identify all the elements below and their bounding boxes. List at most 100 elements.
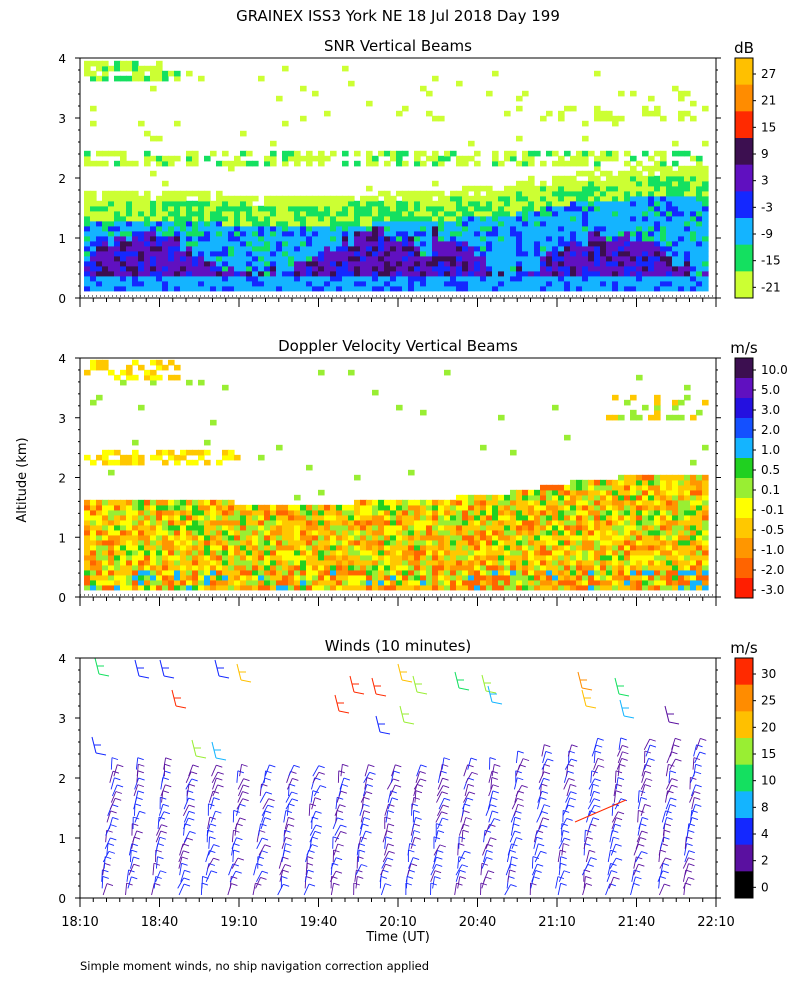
- doppler-cell: [384, 524, 391, 531]
- doppler-cell: [486, 519, 493, 526]
- snr-cell: [516, 190, 523, 197]
- snr-cell: [162, 200, 169, 207]
- wind-barb: [128, 843, 133, 856]
- snr-cell: [660, 215, 667, 222]
- doppler-cell: [690, 494, 697, 501]
- doppler-cell: [120, 579, 127, 586]
- snr-cell: [288, 195, 295, 202]
- doppler-cell: [114, 564, 121, 571]
- doppler-cell: [348, 564, 355, 571]
- doppler-cell: [642, 584, 649, 591]
- snr-cell: [498, 280, 505, 287]
- doppler-cell: [144, 564, 151, 571]
- snr-cell: [498, 200, 505, 207]
- snr-cell: [444, 260, 451, 267]
- doppler-cell: [660, 529, 667, 536]
- snr-cell: [510, 280, 517, 287]
- doppler-cell: [150, 584, 157, 591]
- snr-cell: [198, 75, 205, 82]
- colorbar-label: 0.5: [761, 463, 780, 477]
- doppler-cell: [132, 359, 139, 366]
- doppler-cell: [312, 534, 319, 541]
- snr-cell: [600, 200, 607, 207]
- colorbar-swatch: [735, 438, 753, 459]
- snr-cell: [186, 230, 193, 237]
- snr-cell: [570, 220, 577, 227]
- doppler-cell: [252, 564, 259, 571]
- doppler-cell: [540, 564, 547, 571]
- snr-cell: [492, 160, 499, 167]
- snr-cell: [480, 265, 487, 272]
- snr-cell: [168, 235, 175, 242]
- snr-cell: [438, 265, 445, 272]
- snr-cell: [180, 270, 187, 277]
- doppler-cell: [330, 569, 337, 576]
- snr-cell: [156, 75, 163, 82]
- doppler-cell: [498, 414, 505, 421]
- doppler-cell: [138, 559, 145, 566]
- doppler-cell: [138, 534, 145, 541]
- snr-cell: [666, 225, 673, 232]
- doppler-cell: [192, 449, 199, 456]
- snr-cell: [354, 230, 361, 237]
- snr-cell: [612, 255, 619, 262]
- doppler-cell: [216, 549, 223, 556]
- doppler-cell: [204, 549, 211, 556]
- snr-cell: [384, 210, 391, 217]
- doppler-cell: [360, 524, 367, 531]
- doppler-cell: [312, 549, 319, 556]
- snr-cell: [198, 270, 205, 277]
- snr-cell: [150, 285, 157, 292]
- snr-cell: [690, 165, 697, 172]
- snr-cell: [168, 275, 175, 282]
- doppler-cell: [408, 514, 415, 521]
- snr-cell: [402, 200, 409, 207]
- snr-cell: [504, 150, 511, 157]
- doppler-cell: [228, 559, 235, 566]
- snr-cell: [108, 255, 115, 262]
- snr-cell: [426, 210, 433, 217]
- snr-cell: [156, 260, 163, 267]
- doppler-cell: [540, 574, 547, 581]
- doppler-cell: [390, 549, 397, 556]
- doppler-cell: [624, 509, 631, 516]
- snr-cell: [552, 195, 559, 202]
- doppler-cell: [402, 539, 409, 546]
- snr-cell: [312, 210, 319, 217]
- snr-cell: [618, 190, 625, 197]
- snr-cell: [636, 160, 643, 167]
- doppler-cell: [372, 564, 379, 571]
- doppler-cell: [480, 534, 487, 541]
- snr-cell: [150, 270, 157, 277]
- snr-cell: [126, 195, 133, 202]
- snr-cell: [192, 210, 199, 217]
- snr-cell: [450, 215, 457, 222]
- doppler-cell: [624, 514, 631, 521]
- doppler-cell: [204, 449, 211, 456]
- doppler-cell: [504, 519, 511, 526]
- snr-cell: [666, 245, 673, 252]
- doppler-cell: [198, 514, 205, 521]
- snr-cell: [594, 180, 601, 187]
- snr-cell: [210, 225, 217, 232]
- snr-cell: [474, 215, 481, 222]
- doppler-cell: [678, 584, 685, 591]
- snr-cell: [666, 165, 673, 172]
- snr-cell: [186, 210, 193, 217]
- doppler-cell: [492, 494, 499, 501]
- doppler-cell: [642, 539, 649, 546]
- wind-barb-feather: [139, 810, 146, 814]
- snr-cell: [504, 190, 511, 197]
- snr-cell: [90, 230, 97, 237]
- doppler-cell: [252, 579, 259, 586]
- snr-cell: [522, 275, 529, 282]
- snr-cell: [492, 215, 499, 222]
- snr-cell: [510, 220, 517, 227]
- doppler-cell: [102, 509, 109, 516]
- snr-cell: [636, 280, 643, 287]
- snr-cell: [498, 225, 505, 232]
- doppler-cell: [150, 504, 157, 511]
- snr-cell: [420, 285, 427, 292]
- doppler-cell: [318, 504, 325, 511]
- snr-cell: [678, 150, 685, 157]
